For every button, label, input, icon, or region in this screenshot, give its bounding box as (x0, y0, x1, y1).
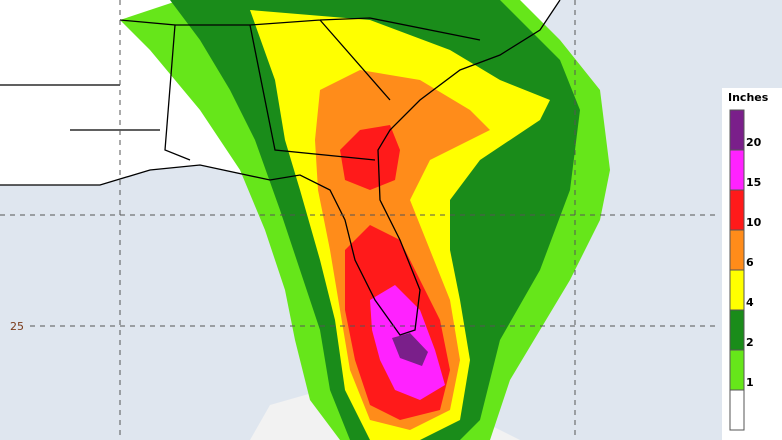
borders (0, 0, 561, 336)
legend-swatch (729, 109, 745, 151)
legend-swatch (729, 269, 745, 311)
legend-label: 15 (746, 176, 761, 189)
legend-label: 4 (746, 296, 754, 309)
legend-swatch (729, 229, 745, 271)
legend-swatch (729, 309, 745, 351)
legend-swatch (729, 189, 745, 231)
legend-label: 2 (746, 336, 754, 349)
rain-contours (120, 0, 610, 440)
legend: Inches 20 15 10 6 4 2 1 (722, 88, 782, 440)
legend-title: Inches (728, 91, 769, 104)
legend-swatch (729, 349, 745, 391)
legend-label: 10 (746, 216, 762, 229)
graticule (0, 0, 720, 440)
legend-label: 1 (746, 376, 754, 389)
legend-label: 6 (746, 256, 754, 269)
legend-swatch (729, 389, 745, 431)
latitude-label: 25 (10, 320, 24, 333)
legend-label: 20 (746, 136, 762, 149)
rain-20in (392, 333, 428, 366)
legend-swatch (729, 149, 745, 191)
